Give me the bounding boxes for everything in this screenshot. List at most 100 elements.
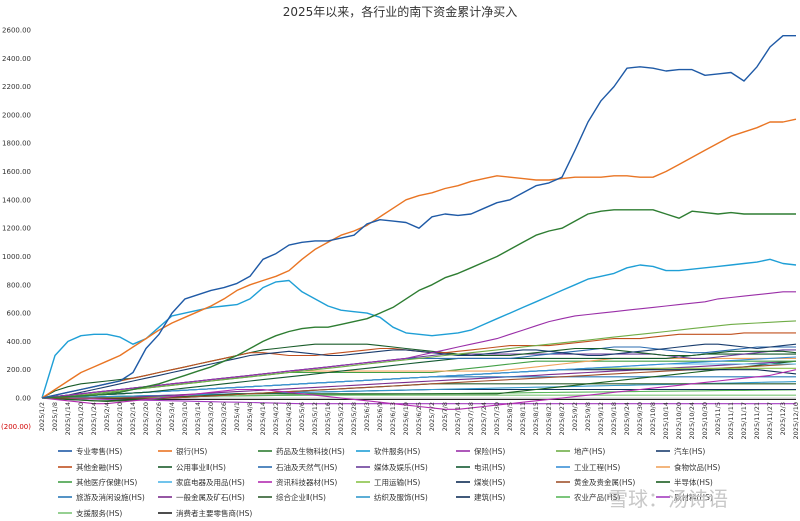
- legend-label: 石油及天然气(HS): [276, 462, 337, 472]
- x-tick-label: 2025/8/27: [558, 402, 566, 435]
- legend-label: 家庭电器及用品(HS): [176, 477, 245, 487]
- x-tick-label: 2025/7/18: [467, 402, 475, 435]
- legend-label: 工业工程(HS): [574, 462, 620, 472]
- x-tick-label: 2025/8/15: [532, 402, 540, 435]
- legend-label: 原材料(HS): [674, 492, 713, 502]
- x-tick-label: 2025/6/9: [376, 402, 384, 431]
- x-tick-label: 2025/11/11: [727, 402, 735, 439]
- x-tick-label: 2025/6/3: [363, 402, 371, 431]
- y-tick-label: 2000.00: [2, 111, 31, 119]
- x-tick-label: 2025/12/10: [792, 402, 800, 439]
- x-tick-label: 2025/6/13: [389, 402, 397, 435]
- legend-label: 专业零售(HS): [76, 446, 122, 456]
- x-tick-label: 2025/6/19: [402, 402, 410, 435]
- legend-label: 半导体(HS): [674, 477, 713, 487]
- series-line: [41, 363, 796, 399]
- x-tick-label: 2025/3/20: [207, 402, 215, 435]
- y-tick-label: 2600.00: [2, 27, 31, 35]
- legend-label: 药品及生物科技(HS): [276, 446, 345, 456]
- x-tick-label: 2025/5/6: [298, 402, 306, 431]
- y-tick-label: 200.00: [7, 366, 32, 374]
- x-tick-label: 2025/12/3: [779, 402, 787, 435]
- legend-label: 建筑(HS): [474, 492, 505, 502]
- x-tick-label: 2025/2/14: [129, 402, 137, 435]
- x-tick-label: 2025/4/28: [285, 402, 293, 435]
- series-line: [42, 360, 797, 399]
- x-tick-label: 2025/10/14: [662, 402, 670, 439]
- x-tick-label: 2025/3/26: [220, 402, 228, 435]
- legend-label: 资讯科技器材(HS): [276, 477, 337, 487]
- x-tick-label: 2025/7/24: [480, 402, 488, 435]
- legend-label: 银行(HS): [176, 446, 207, 456]
- x-tick-label: 2025/3/14: [194, 402, 202, 435]
- x-tick-label: 2025/11/21: [753, 402, 761, 439]
- x-tick-label: 2025/4/14: [259, 402, 267, 435]
- x-tick-label: 2025/9/2: [571, 402, 579, 431]
- x-tick-label: 2025/10/24: [688, 402, 696, 439]
- chart-title: 2025年以来，各行业的南下资金累计净买入: [283, 4, 518, 19]
- x-axis: 2025/1/2 2025/1/8 2025/1/14 2025/1/20 2025/1…: [38, 402, 800, 439]
- series-line: [41, 291, 796, 399]
- series-line: [41, 332, 796, 399]
- y-tick-label: 600.00: [7, 310, 32, 318]
- legend-label: 消费者主要零售商(HS): [176, 508, 252, 518]
- x-tick-label: 2025/7/8: [441, 402, 449, 431]
- y-tick-label: 1600.00: [2, 168, 31, 176]
- x-tick-label: 2025/4/8: [246, 402, 254, 431]
- series-line: [41, 369, 797, 410]
- legend-label: 旅游及消闲设施(HS): [76, 492, 145, 502]
- legend-label: 煤炭(HS): [474, 477, 505, 487]
- legend-label: 工用运输(HS): [374, 477, 420, 487]
- legend-label: 其他医疗保健(HS): [76, 477, 137, 487]
- legend-label: 食物饮品(HS): [674, 462, 720, 472]
- series-line: [41, 320, 797, 399]
- x-tick-label: 2025/5/22: [337, 402, 345, 435]
- x-tick-label: 2025/9/12: [597, 402, 605, 435]
- x-tick-label: 2025/2/10: [116, 402, 124, 435]
- x-tick-label: 2025/8/5: [506, 402, 514, 431]
- x-tick-label: 2025/2/4: [103, 402, 111, 431]
- x-tick-label: 2025/9/24: [623, 402, 631, 435]
- x-tick-label: 2025/3/4: [168, 402, 176, 431]
- x-tick-label: 2025/7/30: [493, 402, 501, 435]
- y-tick-label: 400.00: [7, 338, 32, 346]
- x-tick-label: 2025/8/21: [545, 402, 553, 435]
- legend-label: 软件服务(HS): [374, 446, 420, 456]
- x-tick-label: 2025/9/8: [584, 402, 592, 431]
- y-tick-label: 1400.00: [2, 196, 31, 204]
- legend-label: 支援服务(HS): [76, 508, 122, 518]
- x-tick-label: 2025/1/2: [38, 402, 46, 431]
- legend-label: 黄金及贵金属(HS): [574, 477, 635, 487]
- y-tick-label: 1200.00: [2, 225, 31, 233]
- x-tick-label: 2025/7/14: [454, 402, 462, 435]
- x-tick-label: 2025/8/11: [519, 402, 527, 435]
- x-tick-label: 2025/2/26: [155, 402, 163, 435]
- legend-label: 纺织及服饰(HS): [374, 492, 428, 502]
- y-tick-label: 2200.00: [2, 83, 31, 91]
- x-tick-label: 2025/10/30: [701, 402, 709, 439]
- x-tick-label: 2025/10/8: [649, 402, 657, 435]
- legend-label: 媒体及娱乐(HS): [374, 462, 428, 472]
- x-tick-label: 2025/5/12: [311, 402, 319, 435]
- x-tick-label: 2025/7/2: [428, 402, 436, 431]
- x-tick-label: 2025/4/1: [233, 402, 241, 431]
- series-line: [41, 118, 797, 399]
- x-tick-label: 2025/9/30: [636, 402, 644, 435]
- legend-label: 汽车(HS): [674, 446, 705, 456]
- x-tick-label: 2025/1/20: [77, 402, 85, 435]
- series-line: [41, 397, 796, 405]
- series-line: [42, 363, 797, 399]
- series-line: [41, 397, 796, 400]
- legend-label: 其他金融(HS): [76, 462, 122, 472]
- legend-label: 公用事业Ⅱ(HS): [176, 462, 226, 472]
- x-tick-label: 2025/3/10: [181, 402, 189, 435]
- legend-label: 农业产品(HS): [574, 492, 620, 502]
- series-line: [41, 343, 797, 399]
- y-tick-label: 800.00: [7, 281, 32, 289]
- legend-label: 一般金属及矿石(HS): [176, 492, 245, 502]
- series-line: [41, 209, 796, 399]
- legend: 专业零售(HS) 银行(HS) 药品及生物科技(HS) 软件服务(HS) 保险(HS) 地…: [58, 446, 720, 518]
- watermark: 雪球：汤诗语: [608, 487, 728, 511]
- x-tick-label: 2025/2/20: [142, 402, 150, 435]
- legend-label: 保险(HS): [474, 446, 505, 456]
